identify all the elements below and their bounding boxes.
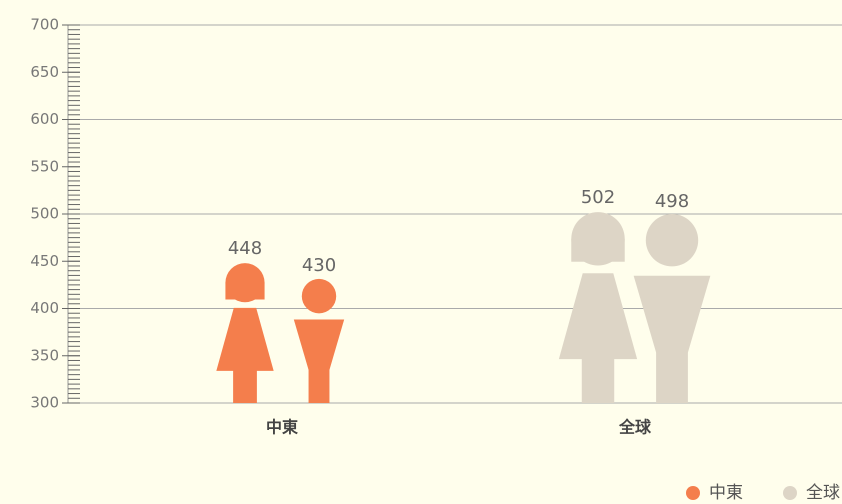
value-label: 430 (302, 255, 336, 276)
torso (293, 319, 345, 370)
figure-girl (558, 212, 638, 403)
dress (558, 273, 638, 360)
dress (216, 307, 274, 371)
y-tick-label: 500 (30, 205, 59, 223)
y-tick-label: 550 (30, 157, 59, 175)
value-label: 498 (655, 191, 689, 212)
y-tick-label: 700 (30, 16, 59, 34)
y-tick-label: 350 (30, 346, 59, 364)
x-tick-label: 中東 (266, 418, 298, 437)
x-tick-label: 全球 (618, 418, 652, 437)
legend-swatch (783, 486, 797, 500)
hair (225, 282, 265, 300)
legs (308, 368, 330, 403)
y-tick-label: 650 (30, 63, 59, 81)
figure-girl (216, 263, 274, 403)
legend-label: 全球 (806, 483, 840, 503)
y-tick-label: 300 (30, 394, 59, 412)
value-label: 502 (581, 187, 615, 208)
y-tick-label: 400 (30, 299, 59, 317)
y-tick-label: 450 (30, 252, 59, 270)
figure-boy (293, 278, 345, 403)
legend-swatch (686, 486, 700, 500)
legs (656, 351, 688, 403)
hair (571, 238, 625, 262)
figure-boy (633, 214, 711, 403)
y-tick-label: 600 (30, 110, 59, 128)
head (645, 214, 699, 267)
legend-label: 中東 (709, 483, 743, 503)
legs (233, 369, 257, 403)
head (301, 278, 337, 314)
value-label: 448 (228, 238, 262, 259)
legs (581, 358, 615, 403)
torso (633, 275, 711, 353)
